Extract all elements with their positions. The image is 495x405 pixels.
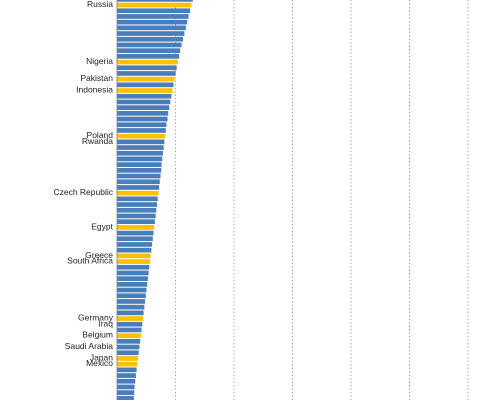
bar-row-7: [117, 31, 185, 36]
bar-row-49: [117, 270, 149, 276]
bar-indonesia: [117, 88, 173, 93]
bar-rwanda: [117, 139, 165, 145]
bar-row-14: [117, 71, 176, 76]
bar-row-4: [117, 14, 189, 19]
category-label-indonesia: Indonesia: [76, 85, 113, 95]
bar-row-31: [117, 168, 162, 173]
bar-row-59: [117, 327, 142, 333]
bar-row-1: [117, 0, 193, 2]
bar-row-8: [117, 36, 183, 42]
bar-row-32: [117, 173, 161, 179]
category-label-rwanda: Rwanda: [82, 136, 113, 146]
bar-mexico: [117, 361, 138, 367]
bar-row-66: [117, 367, 137, 373]
bar-row-38: [117, 207, 157, 213]
category-label-czech-republic: Czech Republic: [53, 187, 113, 197]
bar-row-24: [117, 128, 166, 133]
bar-row-44: [117, 242, 153, 247]
bar-row-67: [117, 373, 136, 378]
category-label-saudi-arabia: Saudi Arabia: [65, 341, 113, 351]
category-label-south-africa: South Africa: [67, 256, 113, 266]
bar-row-42: [117, 230, 154, 236]
bar-row-28: [117, 150, 163, 156]
category-label-poland: Poland: [87, 130, 114, 140]
bar-row-18: [117, 93, 172, 99]
bar-row-63: [117, 350, 139, 356]
bar-row-29: [117, 156, 163, 162]
bar-pakistan: [117, 76, 175, 82]
bar-row-37: [117, 202, 158, 207]
bar-row-39: [117, 213, 156, 219]
bar-row-56: [117, 310, 144, 316]
category-label-russia: Russia: [87, 0, 113, 9]
bar-row-48: [117, 264, 150, 270]
bar-row-9: [117, 42, 182, 48]
bar-row-43: [117, 236, 153, 242]
category-label-germany: Germany: [78, 313, 114, 323]
bar-row-54: [117, 299, 146, 304]
bar-row-23: [117, 122, 167, 128]
bar-row-16: [117, 82, 174, 88]
category-label-egypt: Egypt: [91, 221, 113, 231]
bar-row-55: [117, 304, 145, 310]
bar-row-61: [117, 339, 141, 344]
category-label-nigeria: Nigeria: [86, 56, 113, 66]
bar-row-11: [117, 54, 180, 59]
bar-greece: [117, 253, 151, 259]
bar-saudi-arabia: [117, 344, 140, 350]
bar-nigeria: [117, 59, 178, 65]
bar-row-21: [117, 111, 169, 116]
bar-russia: [117, 2, 192, 8]
bar-row-5: [117, 19, 188, 25]
bar-south-africa: [117, 259, 150, 264]
bar-row-51: [117, 282, 148, 287]
bar-row-50: [117, 276, 148, 281]
bar-row-27: [117, 145, 164, 150]
bar-row-33: [117, 179, 160, 185]
bar-row-40: [117, 219, 155, 224]
category-label-japan: Japan: [90, 353, 113, 363]
bar-row-6: [117, 25, 186, 31]
category-label-mexico: Mexico: [86, 358, 113, 368]
bar-row-19: [117, 99, 171, 105]
category-label-iraq: Iraq: [98, 318, 113, 328]
bar-row-52: [117, 287, 147, 293]
bar-row-30: [117, 162, 162, 167]
bar-belgium: [117, 333, 141, 338]
bar-row-10: [117, 48, 181, 53]
bar-iraq: [117, 321, 143, 327]
bar-row-36: [117, 196, 158, 202]
bar-row-53: [117, 293, 146, 299]
bar-row-13: [117, 65, 177, 71]
category-label-pakistan: Pakistan: [80, 73, 113, 83]
bar-germany: [117, 316, 143, 321]
bar-egypt: [117, 225, 155, 230]
bar-row-20: [117, 105, 170, 110]
bar-row-3: [117, 8, 191, 14]
bar-row-71: [117, 396, 134, 401]
bar-row-34: [117, 185, 160, 190]
bar-row-69: [117, 384, 135, 390]
bar-poland: [117, 133, 166, 139]
bar-czech-republic: [117, 190, 159, 196]
bar-row-45: [117, 247, 152, 253]
bar-row-68: [117, 378, 136, 384]
category-label-belgium: Belgium: [82, 330, 113, 340]
bar-row-70: [117, 390, 135, 395]
bar-japan: [117, 356, 139, 361]
bar-row-22: [117, 116, 168, 122]
category-label-greece: Greece: [85, 250, 113, 260]
